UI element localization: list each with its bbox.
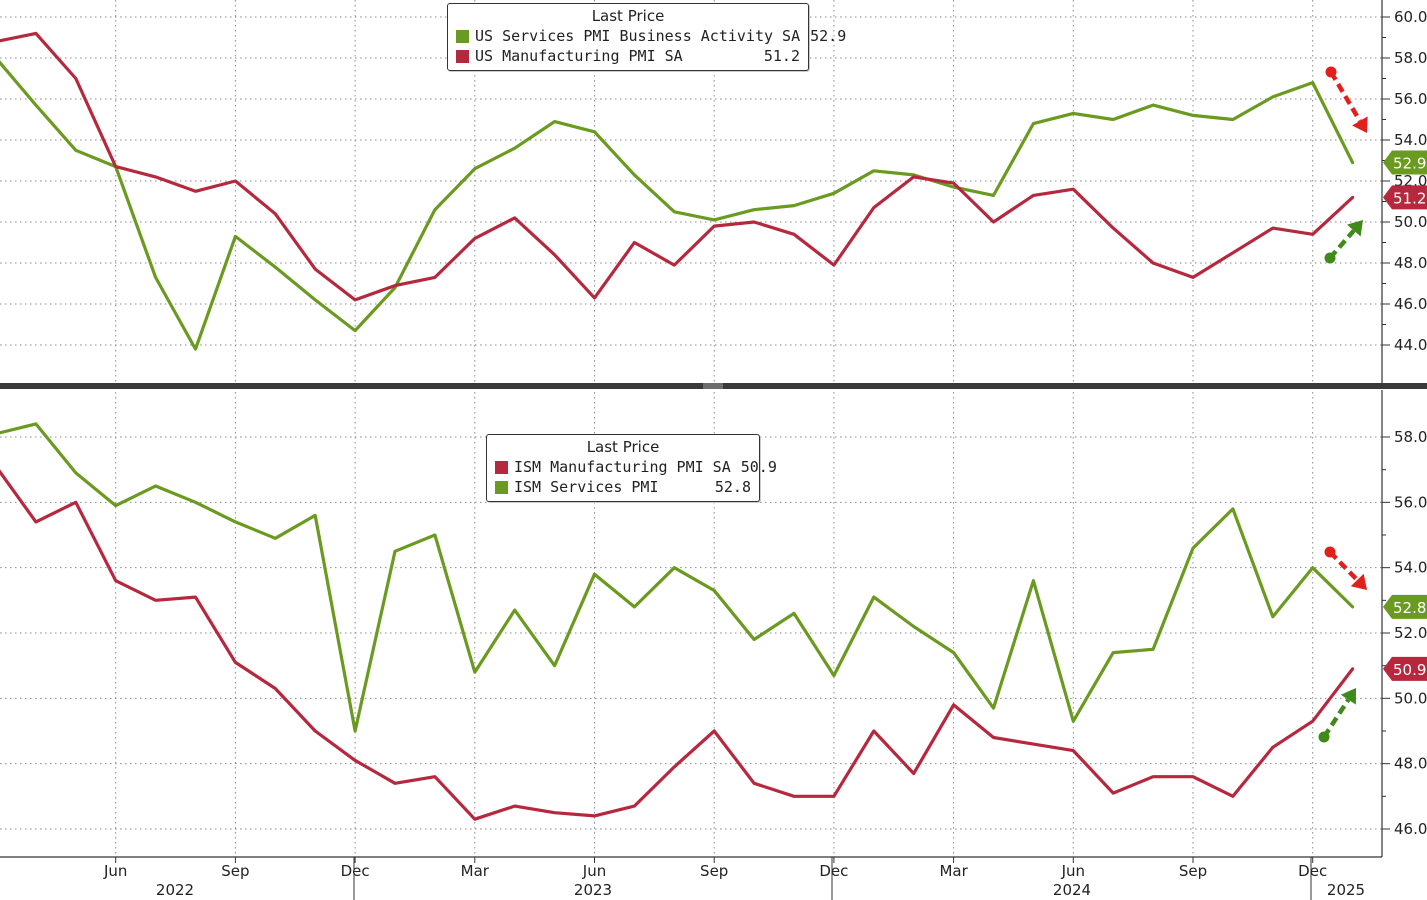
up-arrow-annotation <box>1318 688 1356 743</box>
arrow-tail-dot <box>1324 252 1336 264</box>
legend-swatch-red <box>495 460 508 474</box>
x-tick-label: Sep <box>700 862 728 880</box>
last-value-label: 52.9 <box>1393 155 1426 173</box>
y-tick-label: 44.0 <box>1394 336 1427 354</box>
y-tick-label: 58.0 <box>1394 49 1427 67</box>
arrow-tail-dot <box>1318 731 1330 743</box>
legend-label: US Manufacturing PMI SA <box>475 47 683 65</box>
y-tick-label: 50.0 <box>1394 213 1427 231</box>
legend-swatch-red <box>456 49 469 63</box>
x-tick-label: Jun <box>1061 862 1085 880</box>
top-legend: Last Price US Services PMI Business Acti… <box>447 3 846 71</box>
last-value-label: 52.8 <box>1393 599 1426 617</box>
legend-value: 51.2 <box>763 47 800 65</box>
last-value-tag <box>1383 185 1427 210</box>
y-tick-label: 60.0 <box>1394 8 1427 26</box>
x-tick-label: Sep <box>1179 862 1207 880</box>
x-axis: Jun Sep Dec Mar Jun Sep Dec Mar Jun Sep Dec 2022 202… <box>103 857 1365 900</box>
x-year-label: 2025 <box>1327 881 1365 899</box>
y-tick-label: 54.0 <box>1394 559 1427 577</box>
top-legend-title: Last Price <box>591 7 665 25</box>
legend-value: 50.9 <box>740 458 777 476</box>
x-year-label: 2022 <box>156 881 194 899</box>
arrow-head <box>1352 116 1368 133</box>
arrow-head <box>1340 688 1356 705</box>
bottom-legend-title: Last Price <box>586 438 660 456</box>
last-value-tag <box>1383 594 1427 619</box>
arrow-shaft <box>1328 229 1356 260</box>
down-arrow-annotation <box>1324 546 1367 590</box>
x-tick-label: Mar <box>461 862 490 880</box>
y-tick-label: 56.0 <box>1394 493 1427 511</box>
series-line-green <box>0 60 1355 351</box>
y-tick-label: 46.0 <box>1394 820 1427 838</box>
arrow-shaft <box>1328 550 1359 582</box>
up-arrow-annotation <box>1324 220 1363 264</box>
series-line-red <box>0 31 1355 302</box>
x-year-label: 2024 <box>1053 881 1091 899</box>
y-tick-label: 46.0 <box>1394 295 1427 313</box>
series-line-green <box>0 422 1355 733</box>
x-tick-label: Jun <box>103 862 127 880</box>
y-tick-label: 50.0 <box>1394 689 1427 707</box>
last-value-tag <box>1383 150 1427 175</box>
x-year-label: 2023 <box>574 881 612 899</box>
x-tick-label: Mar <box>939 862 968 880</box>
arrow-shaft <box>1322 698 1351 739</box>
legend-item-ism-manufacturing: ISM Manufacturing PMI SA 50.9 <box>495 457 777 477</box>
chart-frame <box>0 0 1427 858</box>
legend-swatch-green <box>495 480 508 494</box>
arrow-tail-dot <box>1325 66 1337 78</box>
y-tick-label: 58.0 <box>1394 428 1427 446</box>
arrow-tail-dot <box>1324 546 1336 558</box>
top-panel: 44.046.048.050.052.054.056.058.060.052.9… <box>0 0 1427 382</box>
down-arrow-annotation <box>1325 66 1368 133</box>
last-value-tag <box>1383 656 1427 681</box>
x-tick-label: Sep <box>221 862 249 880</box>
last-value-label: 50.9 <box>1393 661 1426 679</box>
x-tick-label: Dec <box>1298 862 1327 880</box>
arrow-head <box>1347 220 1363 237</box>
y-tick-label: 48.0 <box>1394 755 1427 773</box>
legend-label: ISM Services PMI <box>514 478 659 496</box>
x-tick-label: Jun <box>582 862 606 880</box>
x-tick-label: Dec <box>819 862 848 880</box>
legend-item-services-pmi: US Services PMI Business Activity SA 52.… <box>456 26 846 46</box>
legend-label: US Services PMI Business Activity SA <box>475 27 801 45</box>
y-tick-label: 54.0 <box>1394 131 1427 149</box>
legend-value: 52.9 <box>810 27 847 45</box>
legend-item-ism-services: ISM Services PMI 52.8 <box>495 477 751 497</box>
arrow-shaft <box>1329 70 1362 123</box>
y-tick-label: 56.0 <box>1394 90 1427 108</box>
legend-swatch-green <box>456 29 469 43</box>
legend-label: ISM Manufacturing PMI SA <box>514 458 731 476</box>
legend-item-manufacturing-pmi: US Manufacturing PMI SA 51.2 <box>456 46 800 66</box>
last-value-label: 51.2 <box>1393 189 1426 207</box>
y-tick-label: 48.0 <box>1394 254 1427 272</box>
series-line-red <box>0 469 1355 821</box>
x-tick-label: Dec <box>341 862 370 880</box>
bottom-legend: Last Price ISM Manufacturing PMI SA 50.9… <box>486 434 777 502</box>
arrow-head <box>1350 573 1367 590</box>
bottom-panel: 46.0 48.0 50.0 52.0 54.0 56.0 58.0 50.9 52.8 <box>0 392 1427 857</box>
panel-divider-handle <box>703 383 723 389</box>
legend-value: 52.8 <box>714 478 751 496</box>
y-tick-label: 52.0 <box>1394 624 1427 642</box>
